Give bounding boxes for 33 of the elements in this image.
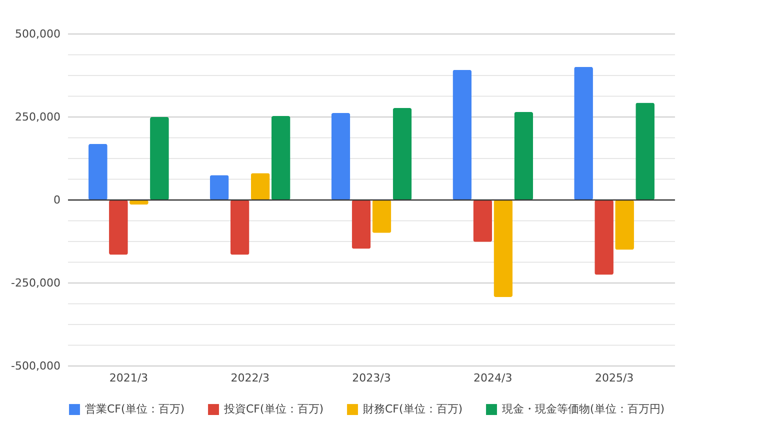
- y-tick-label: 500,000: [15, 28, 60, 40]
- bar: [109, 200, 128, 255]
- bar: [494, 200, 513, 297]
- bar: [352, 200, 371, 249]
- legend-label: 営業CF(単位：百万): [85, 402, 185, 416]
- x-tick-label: 2022/3: [230, 372, 270, 384]
- y-tick-label: -500,000: [11, 360, 60, 372]
- bar: [615, 200, 634, 250]
- bar: [574, 66, 593, 200]
- legend-label: 財務CF(単位：百万): [363, 402, 463, 416]
- legend-label: 投資CF(単位：百万): [223, 402, 324, 416]
- bar: [636, 102, 654, 200]
- legend-label: 現金・現金等価物(単位：百万円): [502, 402, 665, 416]
- bar: [271, 116, 290, 200]
- bar: [452, 70, 472, 200]
- bar: [514, 112, 534, 200]
- bar: [250, 173, 270, 200]
- bar: [230, 200, 250, 255]
- y-tick-label: -250,000: [11, 276, 60, 290]
- y-tick-label: 250,000: [15, 110, 60, 124]
- bar: [392, 108, 412, 200]
- bar: [473, 200, 492, 242]
- bar: [210, 175, 229, 200]
- bar: [150, 117, 169, 200]
- x-tick-label: 2024/3: [474, 372, 512, 384]
- x-tick-label: 2021/3: [109, 372, 148, 384]
- bar: [331, 113, 350, 200]
- bar: [594, 200, 614, 275]
- x-tick-label: 2025/3: [594, 372, 634, 384]
- bar: [372, 200, 392, 233]
- bar: [88, 144, 108, 200]
- y-tick-label: 0: [54, 194, 60, 206]
- x-tick-label: 2023/3: [352, 372, 391, 384]
